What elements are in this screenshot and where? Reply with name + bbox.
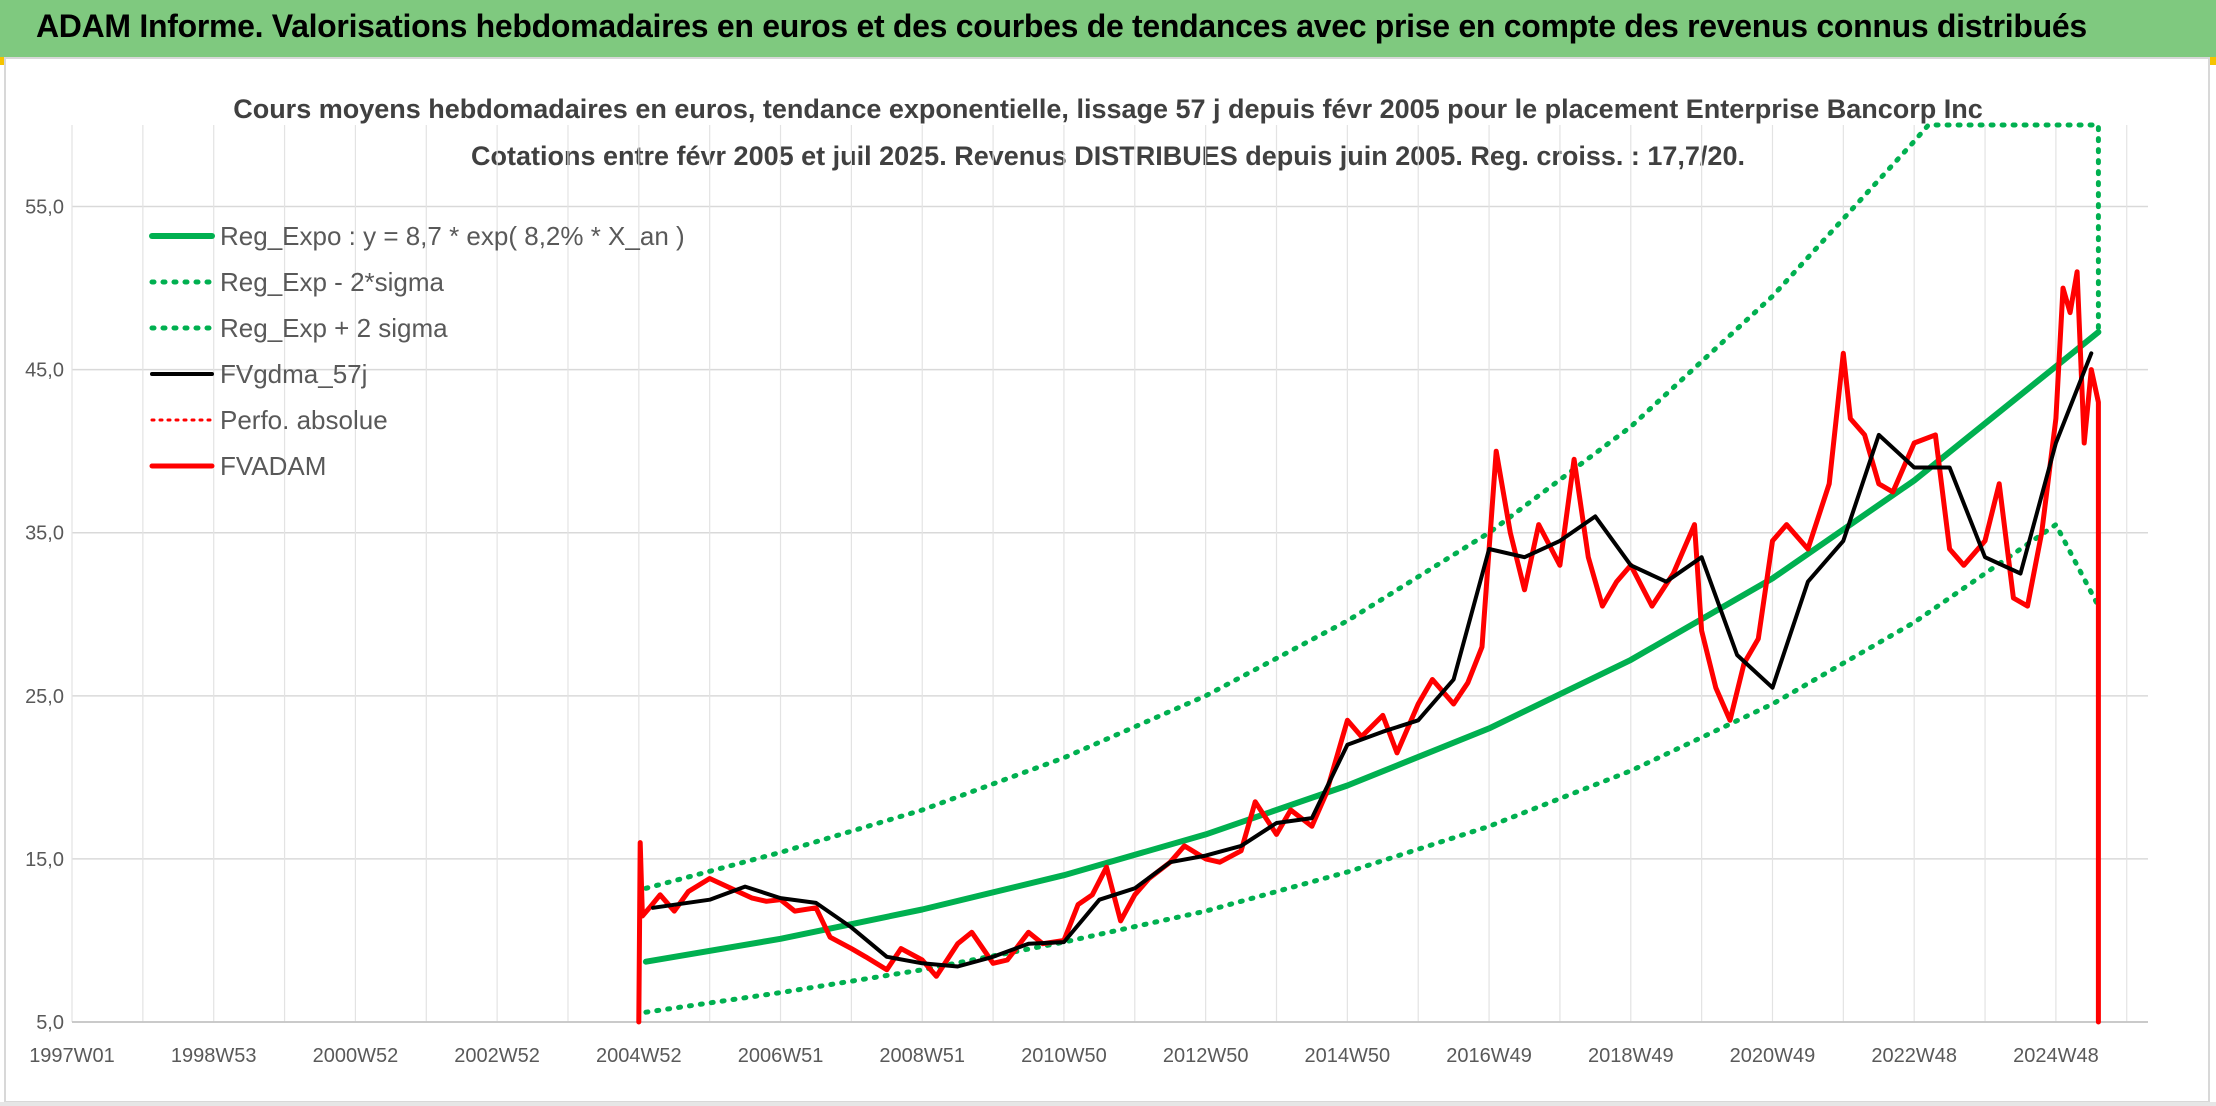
axes: 5,0 15,0 25,0 35,0 45,0 55,0 1997W01 1998W53 200… (25, 197, 2148, 1067)
x-tick-label: 2014W50 (1305, 1045, 1391, 1067)
x-tick-label: 2016W49 (1446, 1045, 1532, 1067)
legend-label: Reg_Exp + 2 sigma (220, 313, 448, 343)
x-tick-label: 2008W51 (879, 1045, 965, 1067)
series-line-4 (651, 351, 2094, 969)
legend-label: FVgdma_57j (220, 359, 367, 389)
report-title: ADAM Informe. Valorisations hebdomadaire… (36, 8, 2087, 44)
bottom-strip (0, 1102, 2216, 1106)
x-tick-label: 2002W52 (454, 1045, 540, 1067)
legend-label: Perfo. absolue (220, 405, 388, 435)
x-tick-label: 2004W52 (596, 1045, 682, 1067)
y-tick-label: 35,0 (25, 523, 64, 545)
y-tick-label: 5,0 (36, 1012, 64, 1034)
chart-frame (4, 57, 2210, 1103)
x-tick-label: 2024W48 (2013, 1045, 2099, 1067)
legend: Reg_Expo : y = 8,7 * exp( 8,2% * X_an ) R… (149, 221, 685, 481)
series-line-5 (636, 269, 2101, 1025)
report-banner: ADAM Informe. Valorisations hebdomadaire… (0, 0, 2216, 57)
x-tick-label: 2018W49 (1588, 1045, 1674, 1067)
y-tick-label: 25,0 (25, 686, 64, 708)
x-tick-label: 1997W01 (29, 1045, 115, 1067)
legend-label: FVADAM (220, 451, 326, 481)
x-tick-label: 2012W50 (1163, 1045, 1249, 1067)
x-tick-label: 2022W48 (1871, 1045, 1957, 1067)
chart-title: Cours moyens hebdomadaires en euros, ten… (233, 94, 1983, 124)
legend-label: Reg_Expo : y = 8,7 * exp( 8,2% * X_an ) (220, 221, 685, 251)
y-tick-label: 55,0 (25, 197, 64, 219)
series-line-3 (643, 122, 2101, 891)
x-tick-label: 2000W52 (313, 1045, 399, 1067)
x-tick-label: 2010W50 (1021, 1045, 1107, 1067)
series-line-1 (642, 329, 2102, 965)
y-tick-label: 15,0 (25, 849, 64, 871)
x-tick-label: 1998W53 (171, 1045, 257, 1067)
legend-label: Reg_Exp - 2*sigma (220, 267, 445, 297)
x-tick-label: 2020W49 (1730, 1045, 1816, 1067)
plot-area (636, 122, 2102, 1025)
y-tick-label: 45,0 (25, 360, 64, 382)
x-tick-label: 2006W51 (738, 1045, 824, 1067)
chart-subtitle: Cotations entre févr 2005 et juil 2025. … (471, 141, 1745, 171)
series-line-2 (643, 522, 2101, 1015)
